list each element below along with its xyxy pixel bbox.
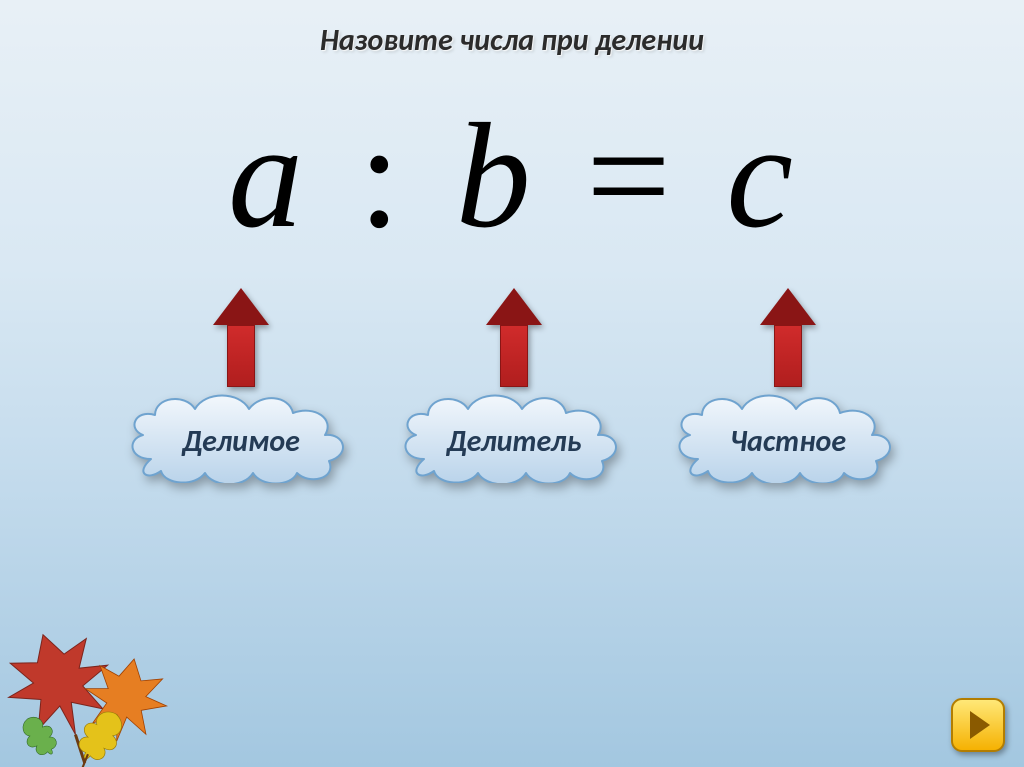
next-slide-button[interactable] xyxy=(950,697,1006,753)
cloud-label-divisor: Делитель xyxy=(394,389,634,483)
autumn-leaves-icon xyxy=(0,577,210,767)
equation-b: b xyxy=(456,93,534,259)
equation-equals-op: = xyxy=(534,93,727,259)
term-column-quotient: Частное xyxy=(668,289,908,483)
cloud-label-quotient: Частное xyxy=(668,389,908,483)
equation-c: c xyxy=(726,93,796,259)
cloud-callout-dividend: Делимое xyxy=(121,389,361,483)
term-column-divisor: Делитель xyxy=(394,289,634,483)
term-column-dividend: Делимое xyxy=(121,289,361,483)
cloud-label-dividend: Делимое xyxy=(121,389,361,483)
arrow-up-icon xyxy=(487,289,541,385)
equation-a: a xyxy=(228,93,306,259)
cloud-callout-divisor: Делитель xyxy=(394,389,634,483)
cloud-callout-quotient: Частное xyxy=(668,389,908,483)
equation-divide-op: : xyxy=(306,93,456,259)
arrow-up-icon xyxy=(214,289,268,385)
slide-title: Назовите числа при делении xyxy=(0,22,1024,59)
arrow-up-icon xyxy=(761,289,815,385)
slide: Назовите числа при делении a : b = c Дел… xyxy=(0,0,1024,767)
equation: a : b = c xyxy=(0,90,1024,262)
